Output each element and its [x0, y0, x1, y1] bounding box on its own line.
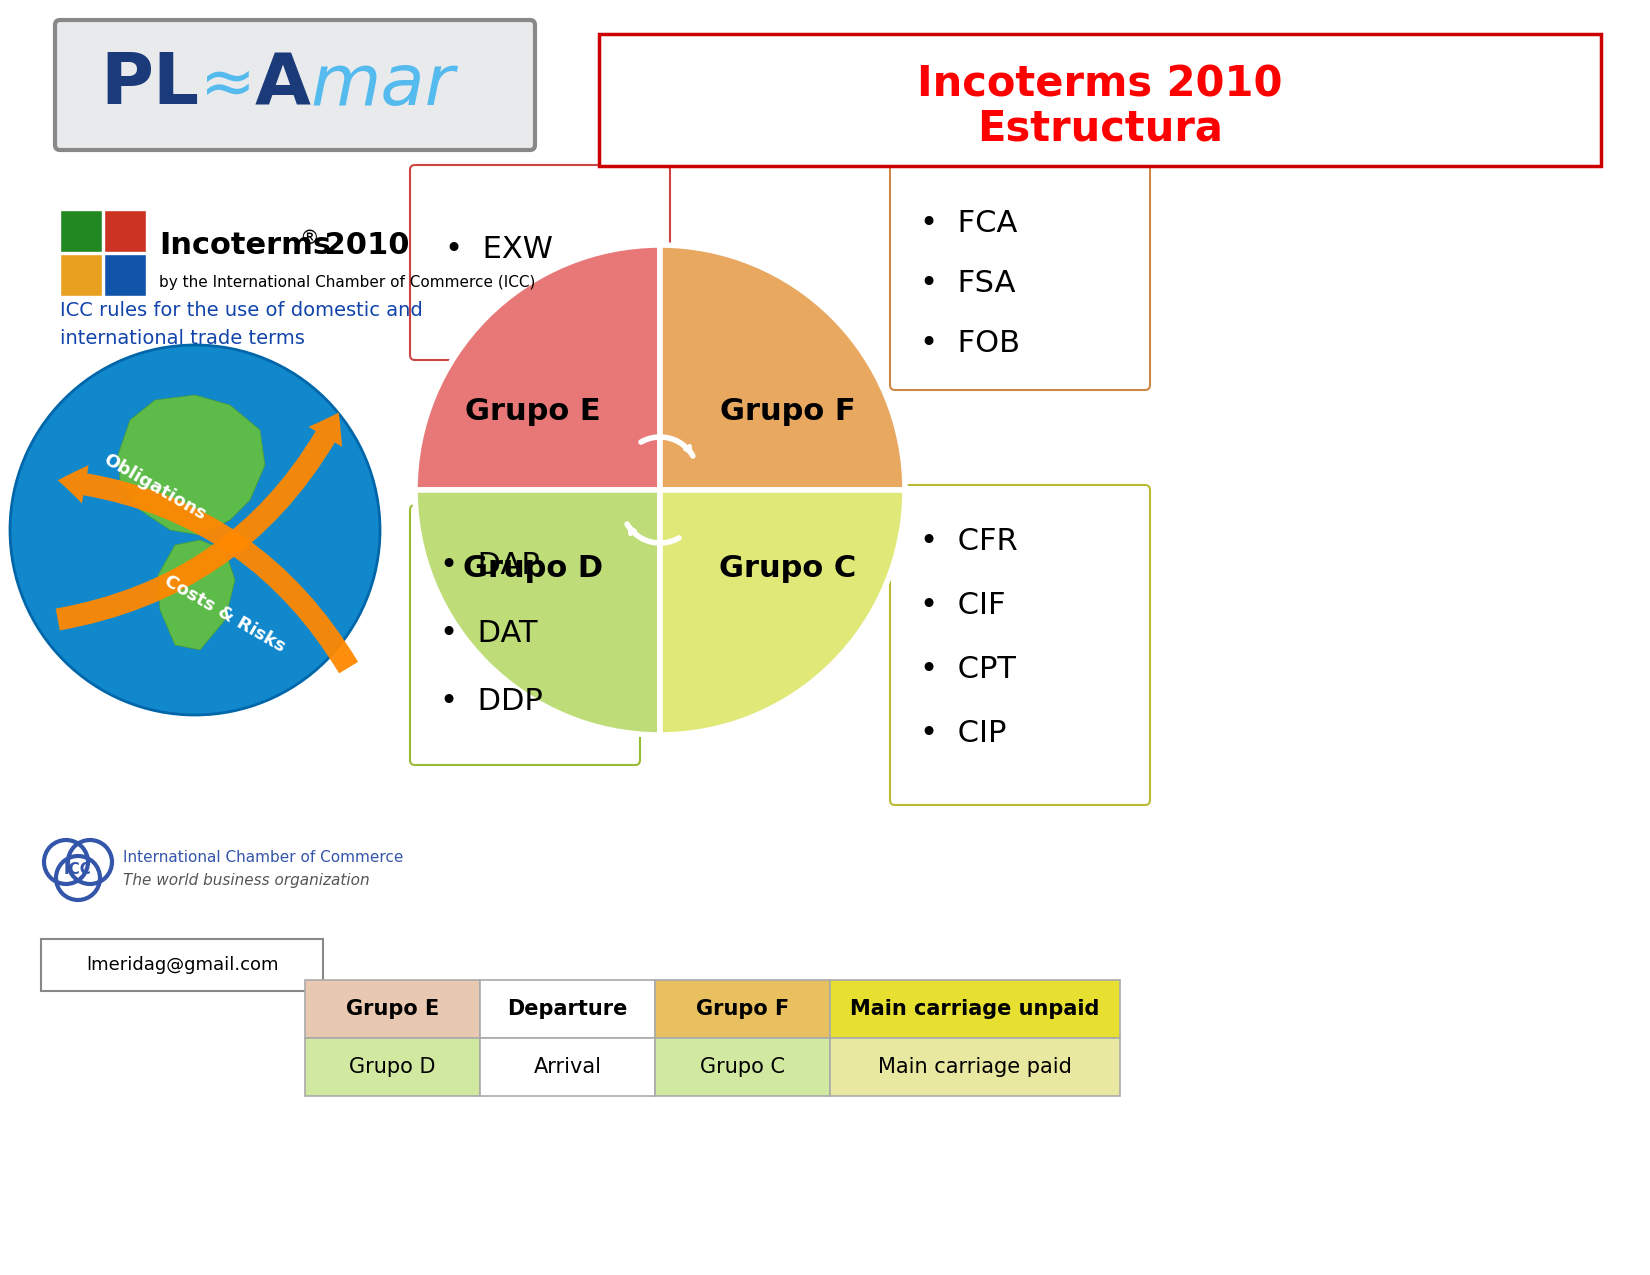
FancyArrowPatch shape	[58, 465, 358, 673]
Wedge shape	[416, 245, 660, 490]
Bar	[104, 210, 145, 252]
Polygon shape	[119, 395, 266, 536]
Text: mar: mar	[310, 51, 454, 120]
Wedge shape	[416, 490, 660, 734]
Text: •  FOB: • FOB	[921, 329, 1020, 357]
Text: •  DAT: • DAT	[441, 618, 538, 648]
FancyBboxPatch shape	[655, 980, 830, 1038]
Text: Obligations: Obligations	[101, 450, 210, 524]
Text: Arrival: Arrival	[533, 1057, 602, 1077]
Text: •  CIF: • CIF	[921, 592, 1005, 621]
Text: A: A	[256, 51, 310, 120]
Text: Grupo F: Grupo F	[696, 1000, 789, 1019]
Text: Grupo D: Grupo D	[350, 1057, 436, 1077]
FancyBboxPatch shape	[305, 980, 480, 1038]
Text: Grupo C: Grupo C	[719, 555, 856, 584]
Bar	[59, 210, 102, 252]
Text: Grupo E: Grupo E	[346, 1000, 439, 1019]
Text: The world business organization: The world business organization	[124, 872, 370, 887]
Wedge shape	[660, 245, 904, 490]
Wedge shape	[660, 490, 904, 734]
Text: Main carriage paid: Main carriage paid	[878, 1057, 1072, 1077]
FancyBboxPatch shape	[409, 164, 670, 360]
FancyBboxPatch shape	[655, 1038, 830, 1096]
FancyArrowPatch shape	[56, 413, 342, 630]
Text: •  FSA: • FSA	[921, 269, 1015, 297]
Text: ≈: ≈	[200, 52, 256, 119]
Text: Estructura: Estructura	[977, 107, 1223, 149]
Text: International Chamber of Commerce: International Chamber of Commerce	[124, 849, 403, 864]
FancyBboxPatch shape	[305, 1038, 480, 1096]
Text: •  CPT: • CPT	[921, 655, 1016, 685]
FancyBboxPatch shape	[830, 1038, 1120, 1096]
FancyBboxPatch shape	[480, 980, 655, 1038]
Text: ICC: ICC	[64, 862, 92, 877]
FancyBboxPatch shape	[54, 20, 535, 150]
Text: ICC rules for the use of domestic and: ICC rules for the use of domestic and	[59, 301, 422, 320]
Text: •  DAP: • DAP	[441, 551, 540, 580]
Circle shape	[10, 346, 380, 715]
Text: Incoterms 2010: Incoterms 2010	[917, 64, 1282, 106]
Text: ®: ®	[299, 228, 318, 247]
Text: Grupo F: Grupo F	[719, 397, 855, 426]
Text: by the International Chamber of Commerce (ICC): by the International Chamber of Commerce…	[158, 274, 535, 289]
Text: PL: PL	[101, 51, 200, 120]
FancyBboxPatch shape	[41, 938, 323, 991]
Text: lmeridag@gmail.com: lmeridag@gmail.com	[86, 956, 279, 974]
Text: Costs & Risks: Costs & Risks	[162, 572, 289, 655]
FancyBboxPatch shape	[480, 1038, 655, 1096]
Text: Main carriage unpaid: Main carriage unpaid	[850, 1000, 1099, 1019]
Polygon shape	[158, 541, 234, 650]
Text: •  CIP: • CIP	[921, 719, 1006, 748]
Text: •  FCA: • FCA	[921, 209, 1018, 237]
Text: •  EXW: • EXW	[446, 236, 553, 264]
FancyBboxPatch shape	[889, 159, 1150, 390]
FancyBboxPatch shape	[409, 505, 640, 765]
Text: Incoterms: Incoterms	[158, 231, 332, 260]
Bar	[104, 254, 145, 296]
Text: •  DDP: • DDP	[441, 686, 543, 715]
Bar	[59, 254, 102, 296]
Text: 2010: 2010	[314, 231, 409, 260]
Text: Grupo E: Grupo E	[465, 397, 601, 426]
Text: Departure: Departure	[507, 1000, 627, 1019]
FancyBboxPatch shape	[830, 980, 1120, 1038]
FancyBboxPatch shape	[599, 34, 1600, 166]
Text: international trade terms: international trade terms	[59, 329, 305, 348]
FancyBboxPatch shape	[889, 484, 1150, 805]
Text: Grupo D: Grupo D	[462, 555, 602, 584]
Text: •  CFR: • CFR	[921, 528, 1018, 556]
Text: Grupo C: Grupo C	[700, 1057, 785, 1077]
